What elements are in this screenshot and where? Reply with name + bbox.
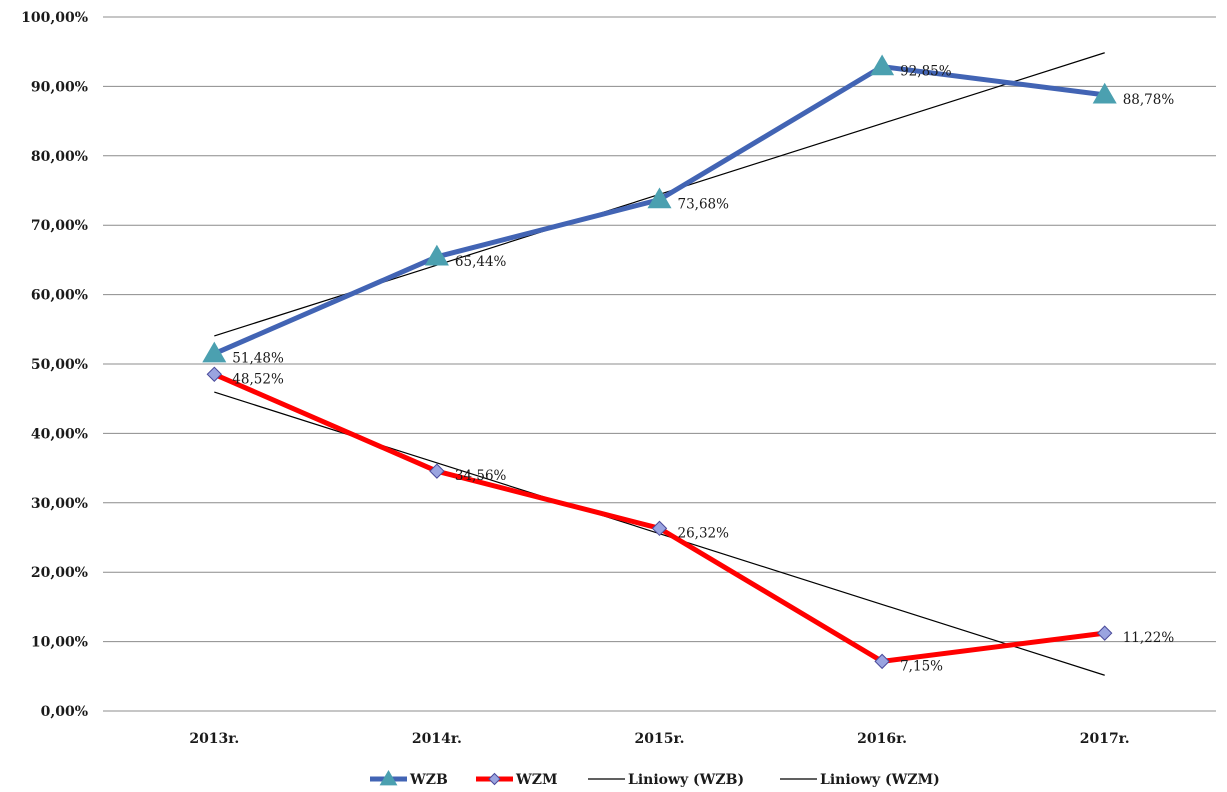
data-point [429,463,445,479]
x-tick-label: 2014r. [412,731,462,747]
data-label: 73,68% [678,197,730,213]
data-label: 26,32% [678,525,730,541]
x-tick-label: 2013r. [189,731,239,747]
data-label: 92,85% [900,64,952,80]
legend-label: WZB [409,772,448,788]
data-label: 48,52% [232,371,284,387]
data-point [651,520,668,537]
data-label: 34,56% [455,468,507,484]
data-label: 7,15% [900,658,943,674]
y-tick-label: 100,00% [21,10,88,26]
legend-label: Liniowy (WZM) [820,772,940,788]
y-tick-label: 70,00% [31,218,88,234]
y-tick-label: 0,00% [41,704,88,720]
data-point [424,244,449,266]
data-point [206,366,223,382]
legend-item: WZB [370,769,448,788]
x-tick-label: 2015r. [635,731,685,747]
data-point [870,54,895,76]
data-point [874,653,890,670]
y-tick-label: 30,00% [31,496,88,512]
y-tick-label: 40,00% [31,426,88,442]
y-tick-label: 20,00% [31,565,88,581]
y-tick-label: 60,00% [31,288,88,304]
data-label: 88,78% [1123,92,1175,108]
data-point [1092,82,1117,104]
series-line [211,64,1108,357]
legend-swatch-marker [488,772,501,786]
x-tick-label: 2017r. [1080,731,1130,747]
data-point [647,187,672,209]
data-label: 51,48% [232,351,284,367]
series [202,54,1117,670]
y-tick-label: 90,00% [31,79,88,95]
data-label: 65,44% [455,254,507,270]
y-tick-label: 10,00% [31,635,88,651]
legend: WZB WZM Liniowy (WZB) Liniowy (WZM) [370,769,940,788]
series-line [211,371,1108,664]
legend-item: Liniowy (WZM) [780,772,940,788]
data-point [202,341,227,363]
x-tick-label: 2016r. [857,731,907,747]
legend-swatch-marker [379,769,398,786]
legend-item: WZM [476,772,557,788]
y-tick-label: 80,00% [31,149,88,165]
y-axis-tick-labels: 0,00% 10,00% 20,00% 30,00% 40,00% 50,00% 60,00… [21,10,88,720]
data-label: 11,22% [1123,630,1175,646]
data-point [1096,625,1113,641]
y-tick-label: 50,00% [31,357,88,373]
x-axis-tick-labels: 2013r. 2014r. 2015r. 2016r. 2017r. [189,731,1129,747]
legend-label: Liniowy (WZB) [628,772,744,788]
legend-label: WZM [515,772,557,788]
legend-item: Liniowy (WZB) [588,772,744,788]
data-labels: 51,48% 65,44% 73,68% 92,85% 88,78% 48,52% 34,5… [232,64,1174,675]
